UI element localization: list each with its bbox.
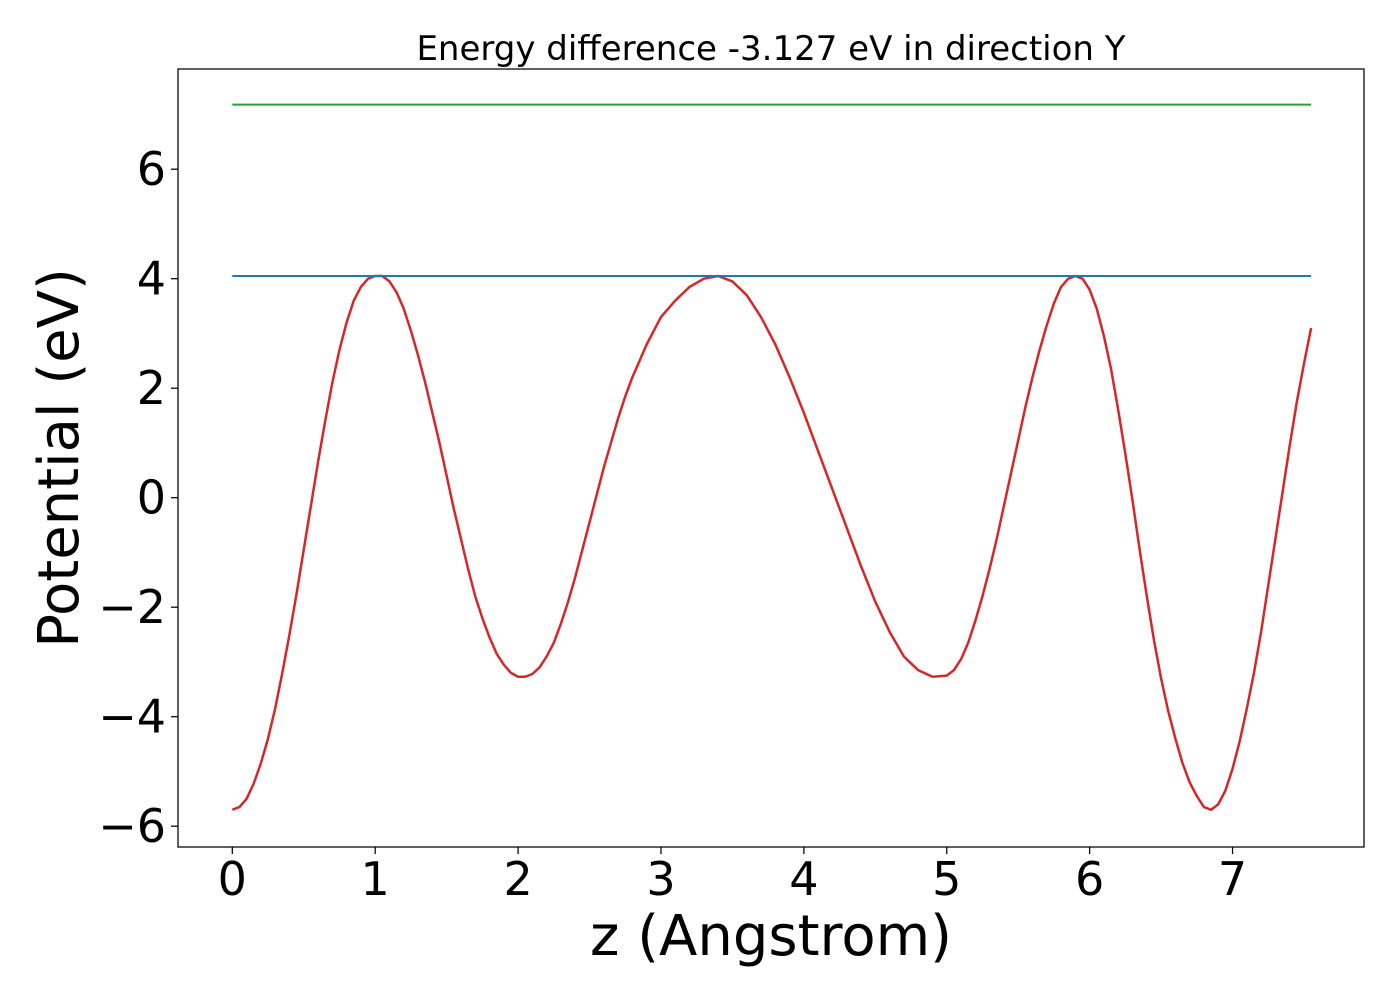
y-tick-label: −6 (98, 799, 166, 853)
x-axis-ticks: 0 1 2 3 4 5 6 7 (218, 847, 1247, 906)
x-tick-label: 0 (218, 852, 247, 906)
plot-frame (177, 68, 1365, 848)
y-tick-label: −2 (98, 580, 166, 634)
y-tick-label: 4 (137, 252, 166, 306)
x-tick-label: 6 (1075, 852, 1104, 906)
y-tick-label: 0 (137, 471, 166, 525)
y-axis-label: Potential (eV) (27, 268, 92, 648)
chart-title: Energy difference -3.127 eV in direction… (416, 29, 1125, 69)
x-tick-label: 4 (789, 852, 818, 906)
y-tick-label: −4 (98, 690, 166, 744)
x-tick-label: 2 (503, 852, 532, 906)
x-tick-label: 5 (932, 852, 961, 906)
x-tick-label: 7 (1218, 852, 1247, 906)
series-line-0 (231, 274, 1313, 812)
x-axis-label: z (Angstrom) (590, 904, 952, 969)
x-tick-label: 3 (646, 852, 675, 906)
x-tick-label: 1 (361, 852, 390, 906)
y-tick-label: 6 (137, 142, 166, 196)
y-tick-label: 2 (137, 361, 166, 415)
series-layer (231, 103, 1313, 812)
y-axis-ticks: −6 −4 −2 0 2 4 6 (98, 142, 178, 853)
